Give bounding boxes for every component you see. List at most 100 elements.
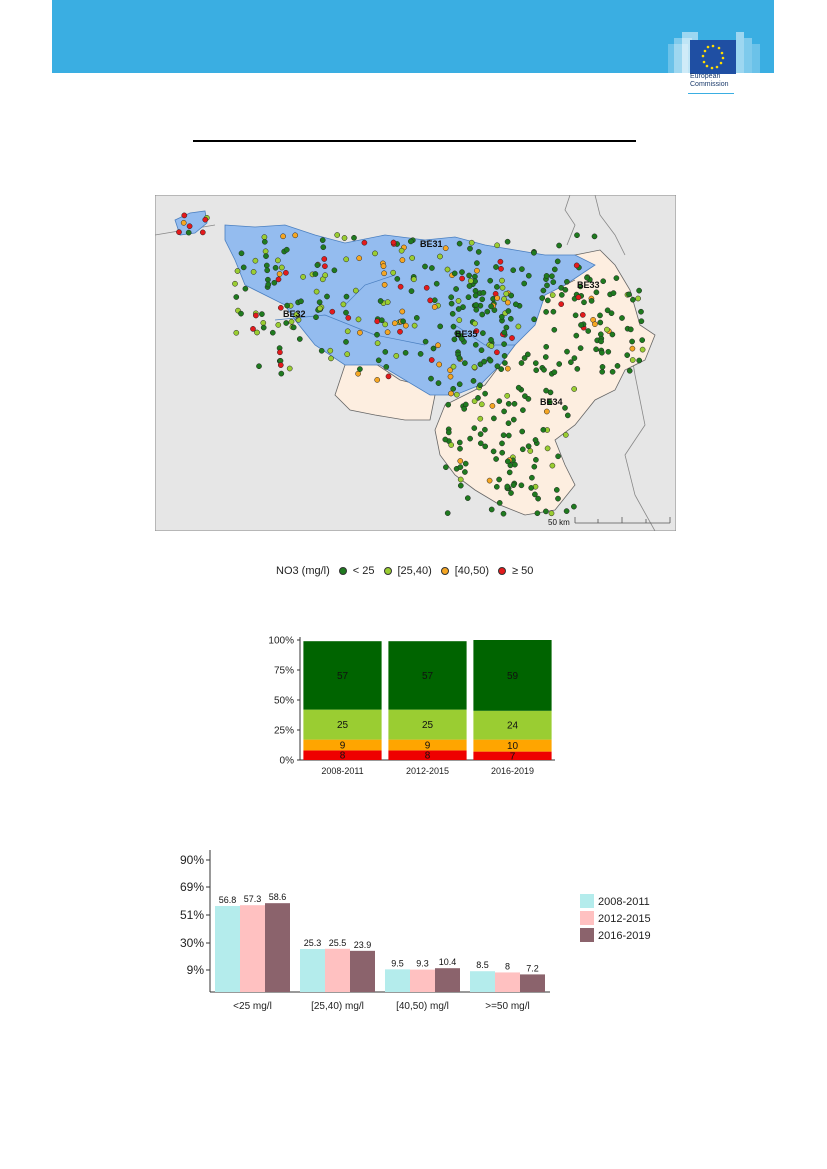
station-point [549,292,556,298]
station-point [422,338,429,345]
station-point [456,240,463,247]
station-point [488,337,494,343]
station-point [399,257,406,263]
nitrate-station-map: BE31 BE32 BE33 BE34 BE35 50 km [155,195,676,531]
station-point [445,429,452,436]
station-point [372,250,378,257]
bar-value-label: 25.3 [304,938,322,948]
station-point [357,366,363,372]
station-point [448,300,455,307]
station-point [202,216,209,223]
station-point [468,239,475,246]
station-point [550,308,557,315]
station-point [477,415,484,422]
station-point [319,237,326,243]
legend-swatch [580,894,594,908]
station-point [252,257,259,264]
station-point [546,399,553,405]
segment-value-label: 8 [340,751,346,762]
station-point [534,510,541,517]
station-point [459,336,465,342]
grouped-bar [410,969,435,992]
station-point [528,485,535,491]
stacked-bar-segment [388,641,467,710]
station-point [558,292,565,298]
station-point [314,262,321,268]
bar-value-label: 9.5 [391,958,404,968]
station-point [447,367,453,374]
station-point [575,294,582,301]
station-point [571,355,578,361]
legend-swatch [580,911,594,925]
station-point [423,284,430,291]
station-point [459,269,465,275]
section-rule [193,140,636,142]
station-point [471,364,478,370]
station-point [250,269,257,275]
grouped-bar [470,971,495,992]
station-point [275,257,281,264]
scale-bar: 50 km [548,517,671,527]
station-point [629,345,636,352]
station-point [313,288,320,295]
y-tick-label: 50% [274,696,294,707]
station-point [447,373,454,380]
bar-value-label: 8.5 [476,960,489,970]
grouped-bar [495,972,520,992]
segment-value-label: 57 [337,671,349,682]
station-point [430,345,437,352]
station-point [263,262,270,269]
station-point [462,360,468,366]
station-point [186,223,193,230]
station-point [263,253,269,259]
station-point [543,508,549,515]
station-point [553,487,560,493]
station-point [351,234,357,241]
station-point [562,432,569,438]
station-point [574,232,580,239]
station-point [512,301,519,308]
station-point [398,247,405,254]
station-point [593,346,599,353]
station-point [609,368,616,375]
station-point [496,398,503,404]
station-point [501,408,507,415]
station-point [519,446,526,453]
station-point [624,352,631,358]
station-point [491,415,497,422]
station-point [564,412,571,419]
station-point [391,320,398,327]
segment-value-label: 57 [422,671,434,682]
station-point [242,285,249,292]
station-point [233,329,240,336]
station-point [499,440,505,447]
station-point [489,403,496,409]
station-point [442,245,449,252]
station-point [277,362,284,368]
station-point [627,326,634,333]
station-point [397,328,403,335]
station-point [355,316,362,323]
station-point [397,283,404,290]
eu-stars-icon [701,44,725,70]
grouped-bar [325,948,350,992]
station-point [572,312,579,319]
station-point [456,381,463,388]
station-point [407,238,414,245]
station-point [265,281,272,288]
station-point [564,348,570,355]
station-point [277,304,284,311]
station-point [505,432,512,439]
station-point [390,269,397,276]
map-label-be31: BE31 [420,239,443,249]
station-point [444,266,451,273]
station-point [402,322,409,329]
station-point [636,357,643,364]
station-point [541,366,547,373]
station-point [457,464,464,470]
map-label-be35: BE35 [455,329,478,339]
station-point [435,380,442,386]
station-point [345,315,352,321]
bar-value-label: 10.4 [439,957,457,967]
station-point [298,298,304,305]
